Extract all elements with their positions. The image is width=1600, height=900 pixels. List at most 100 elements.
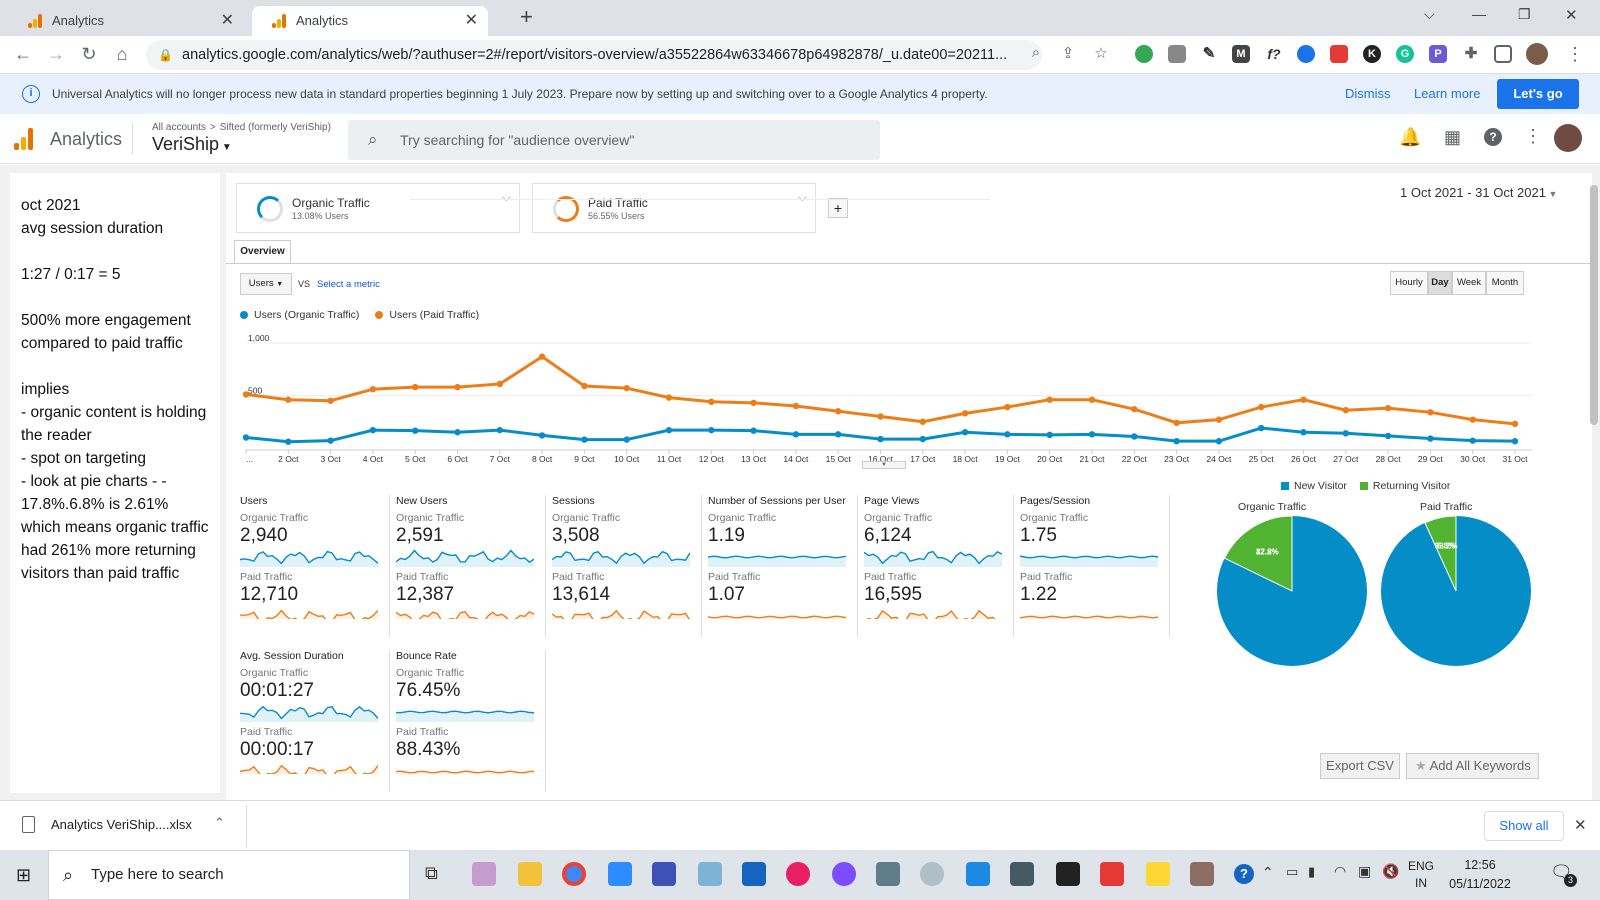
learn-more-link[interactable]: Learn more: [1414, 86, 1481, 101]
close-tab-icon[interactable]: ✕: [464, 12, 478, 29]
data-point-organic[interactable]: [412, 427, 419, 434]
sticky-notes-icon[interactable]: [1146, 862, 1170, 886]
app-icon[interactable]: [698, 862, 722, 886]
segment-organic[interactable]: Organic Traffic 13.08% Users ⌵: [236, 183, 520, 233]
windows-start-icon[interactable]: ⊞: [16, 865, 32, 885]
export-csv-button[interactable]: Export CSV: [1320, 753, 1400, 779]
m-extension-icon[interactable]: M: [1232, 45, 1250, 63]
paint-app-icon[interactable]: [472, 862, 496, 886]
data-point-organic[interactable]: [285, 438, 292, 445]
app-icon[interactable]: [652, 862, 676, 886]
chrome-menu-icon[interactable]: ⋮: [1566, 44, 1584, 64]
office-icon[interactable]: [1100, 862, 1124, 886]
tray-chevron-icon[interactable]: ⌃: [1262, 864, 1274, 880]
data-point-paid[interactable]: [1511, 420, 1519, 428]
extension-icon[interactable]: [1135, 45, 1153, 63]
add-segment-button[interactable]: +: [828, 198, 848, 218]
notifications-bell-icon[interactable]: 🔔: [1399, 127, 1422, 147]
cloud-extension-icon[interactable]: [1297, 45, 1315, 63]
chart-resize-handle[interactable]: ▼: [862, 461, 906, 469]
close-tab-icon[interactable]: ✕: [220, 12, 234, 29]
data-point-paid[interactable]: [369, 386, 377, 393]
data-point-paid[interactable]: [835, 408, 842, 415]
data-point-organic[interactable]: [1300, 429, 1307, 436]
chevron-down-icon[interactable]: ⌵: [501, 190, 511, 204]
metric-tile[interactable]: New Users Organic Traffic 2,591 Paid Traffi…: [396, 495, 546, 637]
data-point-paid[interactable]: [1469, 416, 1476, 423]
granularity-week[interactable]: Week: [1452, 271, 1486, 295]
app-icon[interactable]: [1056, 862, 1080, 886]
clock[interactable]: 12:56 05/11/2022: [1444, 856, 1516, 894]
data-point-organic[interactable]: [1215, 437, 1223, 445]
close-window-button[interactable]: ✕: [1565, 7, 1578, 24]
messenger-icon[interactable]: [832, 862, 856, 886]
camera-app-icon[interactable]: [876, 862, 900, 886]
photos-app-icon[interactable]: [786, 862, 810, 886]
minimize-button[interactable]: —: [1472, 6, 1486, 22]
photos-icon[interactable]: [966, 862, 990, 886]
data-point-organic[interactable]: [1131, 433, 1138, 440]
data-point-paid[interactable]: [1215, 416, 1223, 423]
data-point-organic[interactable]: [877, 435, 884, 443]
pen-extension-icon[interactable]: ✎: [1200, 45, 1218, 63]
tab-search-icon[interactable]: ⌵: [1424, 6, 1435, 22]
close-downloads-icon[interactable]: ✕: [1574, 817, 1587, 834]
new-tab-button[interactable]: +: [520, 4, 533, 29]
app-icon[interactable]: [1190, 862, 1214, 886]
metric-tile[interactable]: Page Views Organic Traffic 6,124 Paid Traff…: [864, 495, 1014, 637]
bookmark-star-icon[interactable]: ☆: [1094, 45, 1108, 62]
speaker-muted-icon[interactable]: 🔇: [1382, 863, 1400, 879]
taskbar-search[interactable]: ⌕ Type here to search: [48, 850, 410, 900]
metric-tile[interactable]: Users Organic Traffic 2,940 Paid Traffic 12,…: [240, 495, 390, 637]
data-point-organic[interactable]: [1088, 431, 1096, 438]
data-point-organic[interactable]: [623, 436, 630, 443]
search-input[interactable]: ⌕ Try searching for "audience overview": [348, 120, 880, 160]
dismiss-button[interactable]: Dismiss: [1345, 86, 1391, 101]
data-point-paid[interactable]: [623, 384, 630, 392]
page-scrollbar[interactable]: [1590, 185, 1598, 425]
battery-icon[interactable]: ▮: [1308, 864, 1316, 879]
data-point-paid[interactable]: [1173, 419, 1180, 426]
data-point-paid[interactable]: [412, 383, 419, 391]
data-point-paid[interactable]: [327, 397, 334, 404]
granularity-hourly[interactable]: Hourly: [1390, 271, 1428, 295]
browser-tab-2[interactable]: Analytics ✕: [252, 6, 488, 36]
data-point-paid[interactable]: [285, 396, 292, 403]
data-point-organic[interactable]: [919, 435, 926, 443]
data-point-paid[interactable]: [961, 410, 969, 417]
side-panel-icon[interactable]: [1494, 45, 1512, 63]
data-point-organic[interactable]: [835, 431, 842, 438]
file-explorer-icon[interactable]: [518, 862, 542, 886]
maximize-button[interactable]: ❐: [1518, 6, 1531, 22]
zoom-app-icon[interactable]: [608, 862, 632, 886]
pie-slice-returning-visitor[interactable]: [1424, 515, 1457, 592]
data-point-organic[interactable]: [538, 432, 546, 439]
add-all-keywords-button[interactable]: ★ Add All Keywords: [1406, 753, 1539, 779]
wifi-icon[interactable]: ◠: [1334, 863, 1347, 879]
data-point-organic[interactable]: [1004, 431, 1011, 438]
data-point-paid[interactable]: [496, 380, 503, 388]
data-point-paid[interactable]: [750, 399, 757, 407]
data-point-paid[interactable]: [538, 353, 546, 360]
media-player-icon[interactable]: [742, 862, 766, 886]
data-point-paid[interactable]: [454, 383, 461, 391]
show-all-button[interactable]: Show all: [1484, 811, 1564, 841]
metric-dropdown[interactable]: Users ▼: [240, 273, 292, 295]
home-icon[interactable]: ⌂: [116, 44, 128, 64]
pie-slice-returning-visitor[interactable]: [1223, 515, 1293, 592]
metric-tile[interactable]: Avg. Session Duration Organic Traffic 00:0…: [240, 650, 390, 792]
p-extension-icon[interactable]: P: [1429, 45, 1447, 63]
data-point-paid[interactable]: [1004, 403, 1011, 411]
user-avatar[interactable]: [1554, 124, 1582, 152]
data-point-paid[interactable]: [792, 402, 800, 410]
data-point-organic[interactable]: [665, 426, 673, 434]
calculator-icon[interactable]: [1010, 862, 1034, 886]
display-icon[interactable]: ▣: [1358, 863, 1372, 879]
metric-tile[interactable]: Pages/Session Organic Traffic 1.75 Paid Tra…: [1020, 495, 1170, 637]
date-range-picker[interactable]: 1 Oct 2021 - 31 Oct 2021 ▼: [1400, 185, 1557, 200]
device-tray-icon[interactable]: ▭: [1286, 864, 1299, 879]
data-point-organic[interactable]: [1342, 430, 1350, 437]
share-icon[interactable]: ⇪: [1061, 45, 1075, 62]
forward-icon[interactable]: →: [47, 44, 65, 64]
granularity-month[interactable]: Month: [1486, 271, 1524, 295]
